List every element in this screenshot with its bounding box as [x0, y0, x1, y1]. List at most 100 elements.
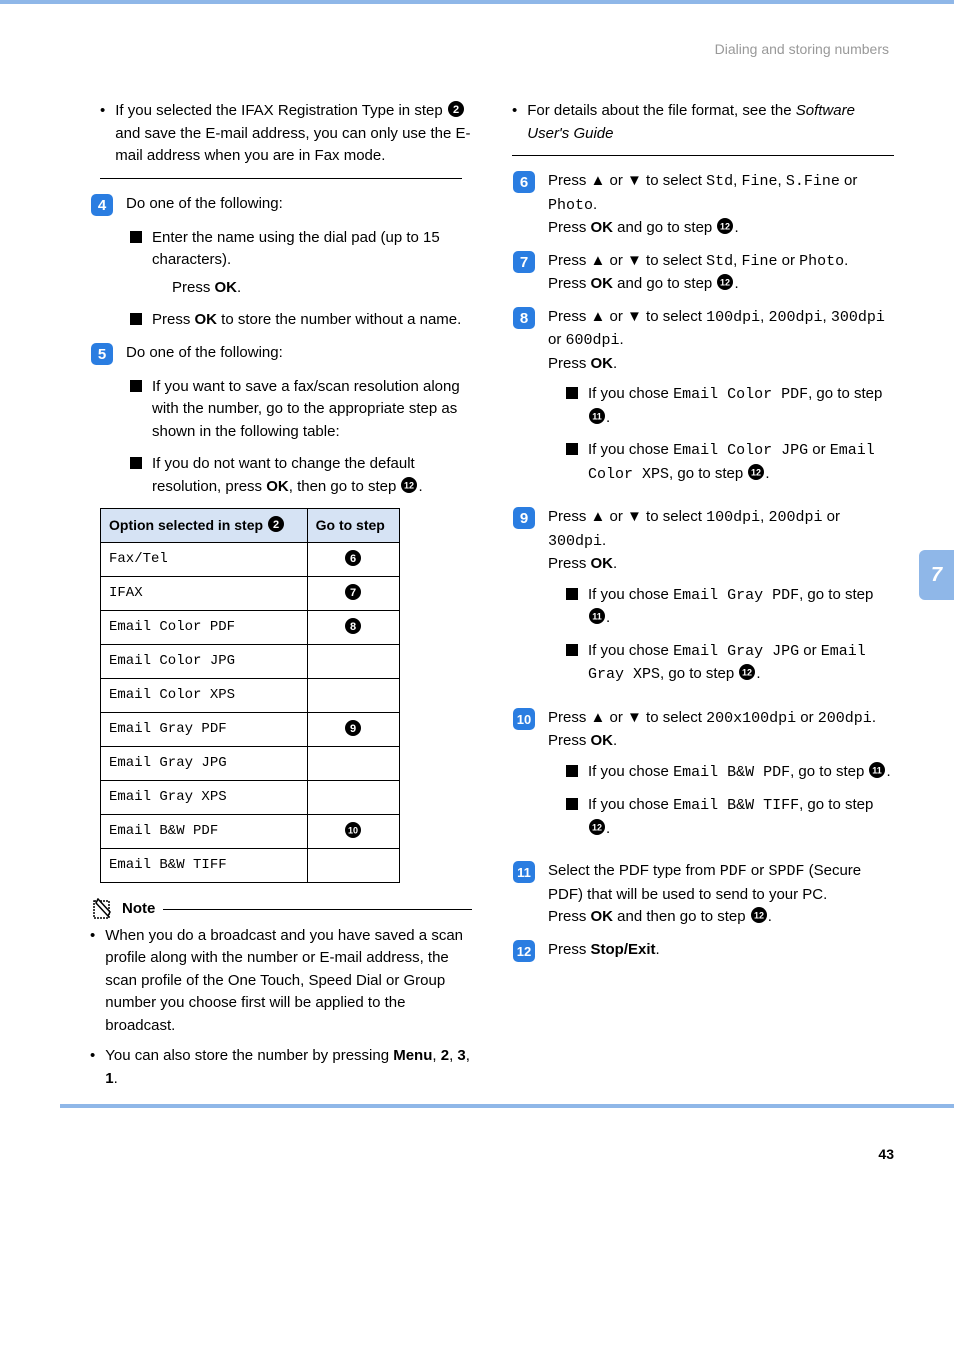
mono: Photo [799, 253, 844, 270]
left-column: • If you selected the IFAX Registration … [90, 100, 472, 1098]
s8-sub2: If you chose Email Color JPG or Email Co… [566, 439, 894, 486]
txt: Press [548, 252, 591, 269]
mono: Std [706, 173, 733, 190]
step5-item-1: If you want to save a fax/scan resolutio… [130, 376, 472, 444]
txt: . [844, 252, 848, 269]
txt: . [613, 355, 617, 372]
txt: or [840, 172, 858, 189]
txt: . [765, 465, 769, 482]
square-bullet-icon [130, 457, 142, 469]
opt-cell: Fax/Tel [101, 543, 308, 577]
txt: to store the number without a name. [217, 311, 461, 328]
txt: OK [591, 732, 614, 749]
txt: , go to step [660, 665, 738, 682]
step-10-icon: 10 [512, 707, 536, 731]
svg-text:6: 6 [520, 174, 528, 191]
intro-p1: If you selected the IFAX Registration Ty… [115, 102, 447, 119]
svg-text:7: 7 [520, 254, 528, 271]
opt-cell: Email Color XPS [101, 679, 308, 713]
txt: . [872, 709, 876, 726]
s9-sub1: If you chose Email Gray PDF, go to step … [566, 584, 894, 630]
opt-cell: Email Color JPG [101, 645, 308, 679]
step-8-icon: 8 [512, 306, 536, 330]
txt: You can also store the number by pressin… [105, 1047, 393, 1064]
ref-icon: 12 [716, 273, 734, 291]
ref-icon: 12 [716, 217, 734, 235]
svg-text:11: 11 [517, 865, 531, 880]
ref-icon: 12 [750, 906, 768, 924]
txt: , go to step [799, 796, 873, 813]
main-content: • If you selected the IFAX Registration … [0, 60, 954, 1098]
opt-cell: Email Color PDF [101, 611, 308, 645]
txt: . [237, 279, 241, 296]
table-row: Email Gray XPS [101, 781, 400, 815]
svg-text:12: 12 [751, 467, 761, 477]
step-11: 11 Select the PDF type from PDF or SPDF … [512, 860, 894, 929]
square-bullet-icon [566, 644, 578, 656]
txt: or [777, 252, 799, 269]
s4-i1-l1: Enter the name using the dial pad (up to… [152, 227, 472, 272]
note-header: Note [90, 898, 472, 921]
step-4-icon: 4 [90, 193, 114, 217]
opt-cell: Email Gray JPG [101, 747, 308, 781]
table-row: Email Color XPS [101, 679, 400, 713]
mono: Fine [741, 173, 777, 190]
step-5-icon: 5 [90, 342, 114, 366]
txt-bold: OK [195, 311, 218, 328]
txt: 3 [457, 1047, 465, 1064]
svg-text:5: 5 [98, 346, 106, 363]
step-9-icon: 9 [512, 506, 536, 530]
table-row: IFAX7 [101, 577, 400, 611]
svg-text:8: 8 [350, 621, 356, 633]
txt: . [418, 478, 422, 495]
table-row: Email Gray PDF9 [101, 713, 400, 747]
txt: to select [642, 508, 706, 525]
s9-sub2: If you chose Email Gray JPG or Email Gra… [566, 640, 894, 687]
txt: Press [548, 908, 591, 925]
txt: If you chose [588, 441, 673, 458]
txt: or [799, 642, 821, 659]
txt: 1 [105, 1070, 113, 1087]
ref-12-icon: 12 [400, 476, 418, 494]
ref-icon: 12 [588, 818, 606, 836]
txt: If you chose [588, 385, 673, 402]
txt: . [602, 532, 606, 549]
txt: . [656, 941, 660, 958]
step-6-icon: 6 [512, 170, 536, 194]
svg-text:12: 12 [742, 668, 752, 678]
txt: . [606, 609, 610, 626]
svg-text:12: 12 [517, 944, 531, 959]
txt: . [613, 555, 617, 572]
mono: 300dpi [831, 309, 885, 326]
step4-item-1: Enter the name using the dial pad (up to… [130, 227, 472, 300]
svg-text:10: 10 [348, 826, 358, 836]
txt: or [822, 508, 840, 525]
txt: Menu [393, 1047, 432, 1064]
txt: When you do a broadcast and you have sav… [105, 925, 472, 1038]
txt: and go to step [613, 275, 716, 292]
table-row: Fax/Tel6 [101, 543, 400, 577]
table-row: Email B&W PDF10 [101, 815, 400, 849]
th-option: Option selected in step 2 [101, 509, 308, 543]
txt: or [548, 331, 566, 348]
txt: , [432, 1047, 440, 1064]
svg-text:11: 11 [592, 612, 602, 622]
txt: . [756, 665, 760, 682]
ref-cell: 7 [307, 577, 399, 611]
txt: Press [548, 508, 591, 525]
ref-icon: 12 [738, 663, 756, 681]
page-number: 43 [0, 1114, 954, 1185]
square-bullet-icon [566, 588, 578, 600]
step-9: 9 Press ▲ or ▼ to select 100dpi, 200dpi … [512, 506, 894, 697]
arrows-icon: ▲ or ▼ [591, 709, 642, 726]
svg-text:12: 12 [720, 222, 730, 232]
mono: PDF [720, 863, 747, 880]
intro-bullet: • If you selected the IFAX Registration … [90, 100, 472, 168]
txt: OK [591, 275, 614, 292]
note-b2: •You can also store the number by pressi… [90, 1045, 472, 1090]
s10-sub1: If you chose Email B&W PDF, go to step 1… [566, 761, 894, 785]
mono: Photo [548, 197, 593, 214]
bullet-dot: • [100, 100, 105, 168]
svg-text:11: 11 [873, 765, 883, 775]
mono: Email Color PDF [673, 386, 808, 403]
